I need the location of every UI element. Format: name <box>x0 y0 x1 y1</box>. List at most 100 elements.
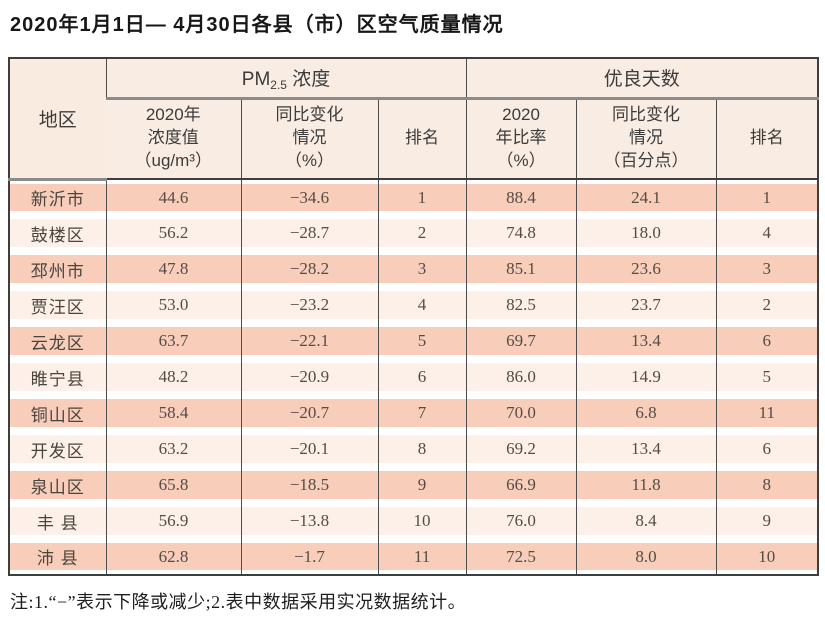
pm25-subscript: 2.5 <box>270 77 287 92</box>
value-cell: 18.0 <box>575 215 717 251</box>
value-cell: 1 <box>377 179 467 215</box>
value-cell: −1.7 <box>240 539 378 575</box>
value-cell: 56.2 <box>105 215 241 251</box>
value-cell: −20.9 <box>240 359 378 395</box>
header-pm25-value: 2020年 浓度值 （ug/m³） <box>106 98 241 180</box>
value-cell: 8 <box>715 467 819 503</box>
table-row: 睢宁县 48.2 −20.9 6 86.0 14.9 5 <box>9 359 819 395</box>
value-cell: 11.8 <box>575 467 717 503</box>
region-cell: 邳州市 <box>9 251 106 287</box>
value-cell: 4 <box>377 287 467 323</box>
value-cell: 5 <box>715 359 819 395</box>
value-cell: 9 <box>715 503 819 539</box>
value-cell: 58.4 <box>105 395 241 431</box>
header-region: 地区 <box>9 58 106 181</box>
value-cell: 3 <box>715 251 819 287</box>
value-cell: 86.0 <box>465 359 577 395</box>
region-cell: 鼓楼区 <box>9 215 106 251</box>
value-cell: 2 <box>715 287 819 323</box>
region-cell: 沛 县 <box>9 539 106 575</box>
page-title: 2020年1月1日— 4月30日各县（市）区空气质量情况 <box>10 14 504 36</box>
value-cell: 6 <box>715 431 819 467</box>
value-cell: 74.8 <box>465 215 577 251</box>
value-cell: 63.7 <box>105 323 241 359</box>
header-group-row: 地区 PM2.5 浓度 优良天数 <box>9 58 819 181</box>
table-row: 沛 县 62.8 −1.7 11 72.5 8.0 10 <box>9 539 819 575</box>
value-cell: 53.0 <box>105 287 241 323</box>
value-cell: −23.2 <box>240 287 378 323</box>
value-cell: 48.2 <box>105 359 241 395</box>
header-good-rate: 2020 年比率 （%） <box>465 98 577 180</box>
region-cell: 贾汪区 <box>9 287 106 323</box>
value-cell: 7 <box>377 395 467 431</box>
table-row: 泉山区 65.8 −18.5 9 66.9 11.8 8 <box>9 467 819 503</box>
value-cell: 10 <box>377 503 467 539</box>
region-cell: 铜山区 <box>9 395 106 431</box>
header-sub-row: 2020年 浓度值 （ug/m³） 同比变化 情况 （%） 排名 2020 年比… <box>9 98 819 180</box>
region-cell: 睢宁县 <box>9 359 106 395</box>
value-cell: 76.0 <box>465 503 577 539</box>
value-cell: −13.8 <box>240 503 378 539</box>
value-cell: 47.8 <box>105 251 241 287</box>
value-cell: 5 <box>377 323 467 359</box>
value-cell: 56.9 <box>105 503 241 539</box>
table-row: 铜山区 58.4 −20.7 7 70.0 6.8 11 <box>9 395 819 431</box>
value-cell: 11 <box>377 539 467 575</box>
region-cell: 开发区 <box>9 431 106 467</box>
table-row: 贾汪区 53.0 −23.2 4 82.5 23.7 2 <box>9 287 819 323</box>
value-cell: 23.7 <box>575 287 717 323</box>
value-cell: −34.6 <box>240 179 378 215</box>
value-cell: −18.5 <box>240 467 378 503</box>
value-cell: 63.2 <box>105 431 241 467</box>
value-cell: 3 <box>377 251 467 287</box>
value-cell: 10 <box>715 539 819 575</box>
footnote: 注:1.“−”表示下降或减少;2.表中数据采用实况数据统计。 <box>10 592 467 612</box>
value-cell: 85.1 <box>465 251 577 287</box>
value-cell: 69.2 <box>465 431 577 467</box>
table-row: 新沂市 44.6 −34.6 1 88.4 24.1 1 <box>9 179 819 215</box>
header-pm25-change: 同比变化 情况 （%） <box>240 98 378 180</box>
value-cell: −22.1 <box>240 323 378 359</box>
value-cell: 69.7 <box>465 323 577 359</box>
value-cell: 70.0 <box>465 395 577 431</box>
value-cell: 72.5 <box>465 539 577 575</box>
table-row: 开发区 63.2 −20.1 8 69.2 13.4 6 <box>9 431 819 467</box>
value-cell: 2 <box>377 215 467 251</box>
table-row: 邳州市 47.8 −28.2 3 85.1 23.6 3 <box>9 251 819 287</box>
value-cell: 6.8 <box>575 395 717 431</box>
value-cell: 88.4 <box>465 179 577 215</box>
value-cell: 11 <box>715 395 819 431</box>
value-cell: −28.7 <box>240 215 378 251</box>
value-cell: 14.9 <box>575 359 717 395</box>
table-row: 丰 县 56.9 −13.8 10 76.0 8.4 9 <box>9 503 819 539</box>
value-cell: 6 <box>377 359 467 395</box>
value-cell: 13.4 <box>575 431 717 467</box>
value-cell: 44.6 <box>105 179 241 215</box>
value-cell: −20.1 <box>240 431 378 467</box>
value-cell: 23.6 <box>575 251 717 287</box>
value-cell: 4 <box>715 215 819 251</box>
pm25-suffix: 浓度 <box>286 68 331 90</box>
value-cell: −28.2 <box>240 251 378 287</box>
value-cell: 13.4 <box>575 323 717 359</box>
value-cell: 8.0 <box>575 539 717 575</box>
header-good-change: 同比变化 情况 （百分点） <box>575 98 717 180</box>
header-group-good-days: 优良天数 <box>465 58 819 100</box>
value-cell: 8.4 <box>575 503 717 539</box>
table-row: 鼓楼区 56.2 −28.7 2 74.8 18.0 4 <box>9 215 819 251</box>
header-good-rank: 排名 <box>715 98 819 180</box>
value-cell: 9 <box>377 467 467 503</box>
region-cell: 泉山区 <box>9 467 106 503</box>
value-cell: 82.5 <box>465 287 577 323</box>
value-cell: 62.8 <box>105 539 241 575</box>
table-row: 云龙区 63.7 −22.1 5 69.7 13.4 6 <box>9 323 819 359</box>
air-quality-table: 地区 PM2.5 浓度 优良天数 2020年 浓度值 （ug/m³） 同比变化 … <box>8 57 820 576</box>
value-cell: 66.9 <box>465 467 577 503</box>
pm25-prefix: PM <box>241 68 271 90</box>
value-cell: 65.8 <box>105 467 241 503</box>
value-cell: 24.1 <box>575 179 717 215</box>
header-pm25-rank: 排名 <box>377 98 467 180</box>
region-cell: 新沂市 <box>9 179 106 215</box>
value-cell: −20.7 <box>240 395 378 431</box>
